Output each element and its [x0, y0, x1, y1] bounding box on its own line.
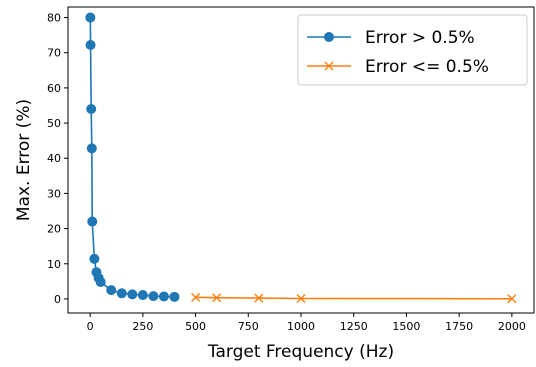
legend-label-series-2: Error <= 0.5% — [365, 57, 489, 77]
x-tick-label: 0 — [87, 320, 94, 333]
y-axis-label: Max. Error (%) — [14, 99, 34, 221]
series-1-point — [86, 104, 97, 114]
x-tick-label: 500 — [185, 320, 206, 333]
series-1-point — [86, 143, 97, 154]
series-1-point — [158, 291, 169, 302]
legend-marker-series-2 — [324, 61, 334, 71]
y-tick-label: 50 — [47, 117, 61, 130]
x-axis-label: Target Frequency (Hz) — [207, 342, 394, 362]
series-1-line — [89, 17, 175, 298]
legend-marker-series-1 — [324, 32, 334, 42]
y-tick-label: 10 — [47, 258, 61, 271]
series-1-point — [169, 291, 180, 302]
series-2-point — [212, 293, 222, 303]
x-tick-label: 250 — [132, 320, 153, 333]
series-1-point — [85, 39, 96, 50]
y-tick-label: 40 — [47, 152, 61, 165]
series-layer — [85, 12, 517, 304]
y-tick-label: 20 — [47, 223, 61, 236]
series-1-point — [137, 290, 148, 301]
series-1-point — [95, 277, 106, 288]
series-2-point — [296, 294, 306, 304]
y-tick-label: 0 — [54, 293, 61, 306]
series-2-line — [195, 296, 512, 300]
series-1-point — [85, 12, 96, 23]
series-1-point — [106, 285, 117, 296]
series-1-point — [89, 253, 100, 264]
series-1-point — [116, 288, 127, 299]
legend: Error > 0.5% Error <= 0.5% — [297, 14, 528, 86]
y-tick-label: 80 — [47, 12, 61, 25]
legend-box — [297, 14, 528, 86]
x-axis-ticks: 0 250 500 750 1000 1250 1500 1750 2000 — [87, 313, 526, 333]
legend-label-series-1: Error > 0.5% — [365, 28, 475, 48]
series-2-point — [254, 293, 264, 303]
x-tick-label: 1000 — [287, 320, 315, 333]
series-1-point — [148, 291, 159, 302]
series-1-point — [87, 216, 98, 227]
series-2-point — [507, 294, 517, 304]
x-tick-label: 750 — [238, 320, 259, 333]
plot-frame — [67, 6, 535, 314]
x-tick-label: 1250 — [340, 320, 368, 333]
y-tick-label: 30 — [47, 187, 61, 200]
x-tick-label: 2000 — [498, 320, 526, 333]
y-tick-label: 70 — [47, 47, 61, 60]
x-tick-label: 1500 — [392, 320, 420, 333]
series-2-point — [191, 292, 201, 302]
y-axis-ticks: 0 10 20 30 40 50 60 70 80 — [47, 12, 68, 306]
y-tick-label: 60 — [47, 82, 61, 95]
x-tick-label: 1750 — [445, 320, 473, 333]
series-1-point — [127, 289, 138, 300]
